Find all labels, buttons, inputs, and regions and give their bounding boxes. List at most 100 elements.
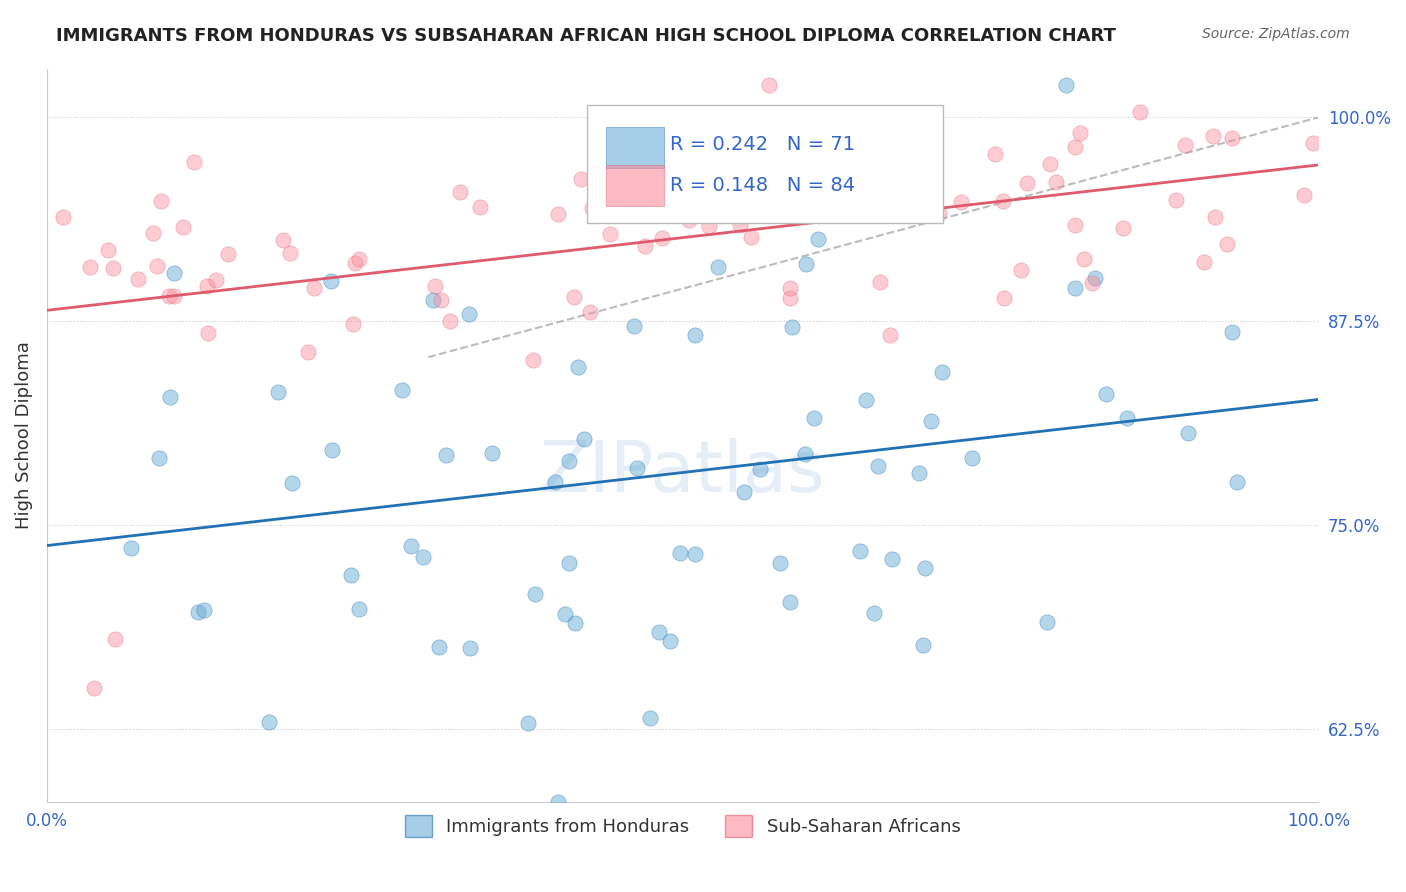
Point	[1215, 237, 1237, 252]
Point	[807, 232, 830, 246]
Point	[524, 587, 547, 601]
Point	[879, 328, 901, 343]
Point	[780, 319, 803, 334]
Point	[321, 442, 343, 457]
Point	[412, 550, 434, 565]
Point	[700, 156, 723, 170]
Point	[163, 266, 186, 280]
Point	[343, 256, 366, 270]
Point	[1063, 281, 1085, 295]
Point	[481, 446, 503, 460]
Point	[1204, 211, 1226, 225]
Point	[1054, 78, 1077, 92]
Point	[628, 189, 651, 203]
Point	[522, 353, 544, 368]
Point	[1045, 175, 1067, 189]
Point	[197, 326, 219, 340]
Point	[880, 552, 903, 566]
Point	[145, 260, 167, 274]
Point	[1010, 262, 1032, 277]
Point	[911, 638, 934, 652]
Point	[1069, 126, 1091, 140]
Point	[1039, 157, 1062, 171]
Point	[991, 194, 1014, 208]
Point	[758, 78, 780, 92]
Point	[1116, 411, 1139, 425]
Point	[280, 475, 302, 490]
Point	[347, 252, 370, 266]
Point	[658, 633, 681, 648]
Point	[547, 207, 569, 221]
Point	[848, 543, 870, 558]
Point	[1095, 387, 1118, 401]
Point	[127, 272, 149, 286]
Point	[794, 447, 817, 461]
Point	[259, 714, 281, 729]
Point	[1064, 218, 1087, 232]
Point	[683, 547, 706, 561]
Point	[271, 233, 294, 247]
Point	[159, 390, 181, 404]
Y-axis label: High School Diploma: High School Diploma	[15, 342, 32, 529]
Text: R = 0.148   N = 84: R = 0.148 N = 84	[669, 177, 855, 195]
FancyBboxPatch shape	[606, 128, 664, 168]
Point	[920, 414, 942, 428]
Point	[183, 154, 205, 169]
Point	[439, 314, 461, 328]
Point	[993, 291, 1015, 305]
Point	[855, 392, 877, 407]
Point	[1294, 188, 1316, 202]
Point	[148, 450, 170, 465]
Point	[640, 169, 662, 183]
Point	[217, 246, 239, 260]
Point	[638, 711, 661, 725]
Point	[425, 278, 447, 293]
Point	[554, 607, 576, 621]
Point	[83, 681, 105, 695]
Point	[468, 201, 491, 215]
Point	[149, 194, 172, 208]
Point	[422, 293, 444, 307]
Point	[796, 257, 818, 271]
Point	[599, 227, 621, 241]
Point	[699, 219, 721, 233]
Point	[564, 615, 586, 630]
Point	[678, 213, 700, 227]
Point	[754, 159, 776, 173]
Point	[846, 145, 869, 159]
Point	[430, 293, 453, 308]
Point	[1194, 255, 1216, 269]
Point	[1015, 177, 1038, 191]
Point	[172, 220, 194, 235]
Point	[914, 561, 936, 575]
Point	[962, 450, 984, 465]
Point	[1064, 139, 1087, 153]
Point	[634, 239, 657, 253]
Point	[163, 289, 186, 303]
Point	[950, 194, 973, 209]
Point	[297, 345, 319, 359]
Point	[1174, 137, 1197, 152]
Point	[887, 195, 910, 210]
Point	[1084, 271, 1107, 285]
Point	[1220, 326, 1243, 340]
Point	[302, 281, 325, 295]
Point	[931, 366, 953, 380]
Point	[193, 603, 215, 617]
Point	[768, 130, 790, 145]
Point	[866, 459, 889, 474]
Point	[748, 461, 770, 475]
Point	[707, 260, 730, 275]
Point	[883, 161, 905, 175]
Point	[342, 318, 364, 332]
Point	[626, 461, 648, 475]
Point	[922, 161, 945, 175]
Point	[1081, 277, 1104, 291]
Point	[195, 279, 218, 293]
Point	[779, 595, 801, 609]
Point	[340, 567, 363, 582]
Point	[928, 206, 950, 220]
Point	[278, 245, 301, 260]
Point	[547, 795, 569, 809]
Point	[187, 605, 209, 619]
